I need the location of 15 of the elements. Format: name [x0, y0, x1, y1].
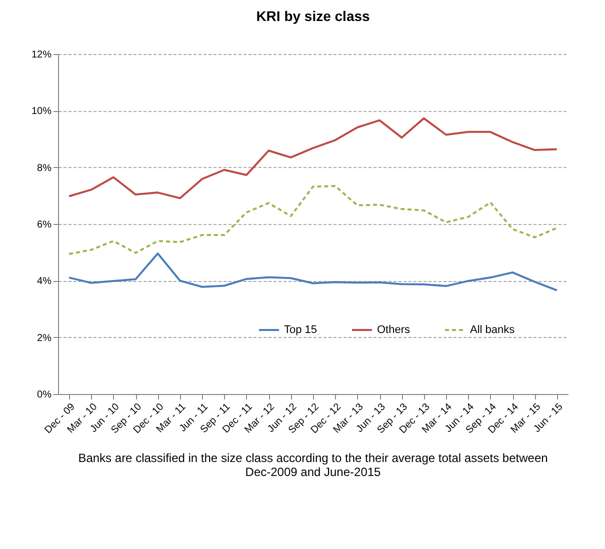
- y-tick-label: 12%: [31, 50, 52, 60]
- y-tick-label: 10%: [31, 106, 52, 118]
- line-series: [68, 185, 558, 256]
- line-series: [68, 252, 558, 292]
- text: Banks are classified in the size class according to the their average total assets between Dec-2009 and June-2015: [78, 451, 548, 479]
- y-tick-label: 4%: [37, 276, 52, 288]
- legend-label: Others: [377, 324, 411, 336]
- y-tick-label: 0%: [37, 390, 52, 400]
- chart-title: KRI by size class: [256, 8, 370, 24]
- legend-label: Top 15: [284, 324, 318, 336]
- legend-label: All banks: [470, 324, 516, 336]
- y-tick-label: 8%: [37, 162, 52, 174]
- line-series: [68, 117, 558, 200]
- y-tick-label: 2%: [37, 332, 52, 344]
- y-tick-label: 6%: [37, 220, 52, 230]
